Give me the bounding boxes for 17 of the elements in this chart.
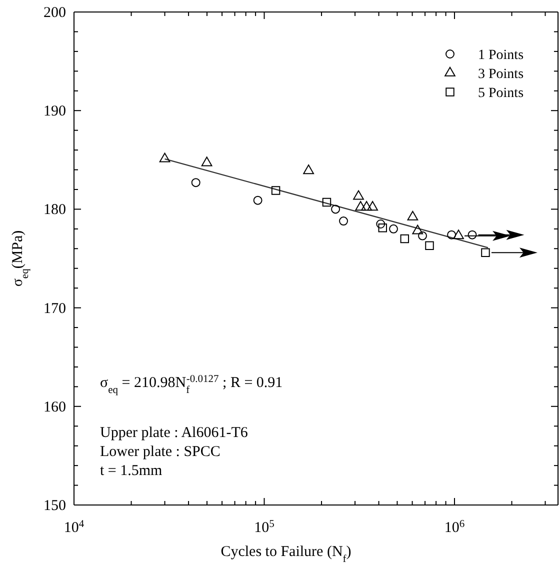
y-tick-label: 150 bbox=[44, 498, 66, 514]
annotation: Lower plate : SPCC bbox=[100, 444, 220, 460]
legend-label: 1 Points bbox=[478, 48, 524, 63]
y-tick-label: 190 bbox=[44, 104, 66, 120]
y-tick-label: 160 bbox=[44, 399, 66, 416]
legend-label: 5 Points bbox=[478, 86, 524, 101]
x-tick-label: 10$^{5}$ bbox=[254, 518, 274, 536]
annotation: σ$_{eq}$ = 210.98N$_{f}$$^{-0.0127}$ ; R = 0.91 bbox=[100, 374, 283, 396]
y-tick-label: 180 bbox=[44, 202, 66, 218]
y-tick-label: 200 bbox=[44, 5, 66, 21]
y-tick-label: 170 bbox=[44, 300, 66, 317]
legend-label: 3 Points bbox=[478, 67, 524, 82]
x-tick-label: 10$^{4}$ bbox=[64, 518, 85, 536]
x-tick-label: 10$^{6}$ bbox=[444, 518, 465, 536]
x-axis-title: Cycles to Failure (N$_{f}$) bbox=[220, 544, 352, 564]
annotation: t = 1.5mm bbox=[100, 463, 163, 479]
annotation: Upper plate : Al6061-T6 bbox=[100, 425, 248, 441]
